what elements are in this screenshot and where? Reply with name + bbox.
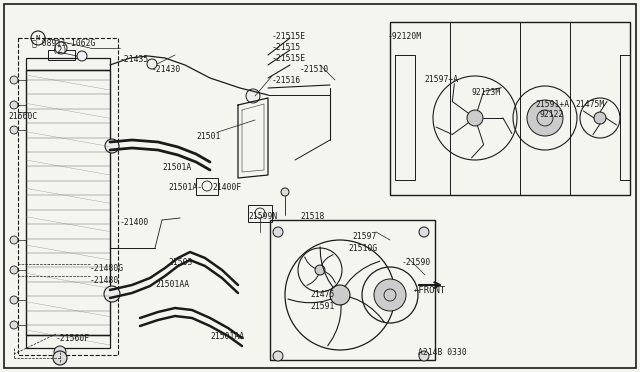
Bar xyxy=(48,50,75,60)
Circle shape xyxy=(10,321,18,329)
Circle shape xyxy=(594,112,606,124)
Circle shape xyxy=(10,126,18,134)
Circle shape xyxy=(104,286,120,302)
Text: -92120M: -92120M xyxy=(388,32,422,41)
Text: -21430: -21430 xyxy=(152,65,181,74)
Text: Ⓝ 08911-1062G: Ⓝ 08911-1062G xyxy=(32,38,95,47)
Text: 21597: 21597 xyxy=(352,232,376,241)
Text: 21501AA: 21501AA xyxy=(155,280,189,289)
Circle shape xyxy=(77,51,87,61)
Text: 21560C: 21560C xyxy=(8,112,37,121)
Bar xyxy=(26,58,110,70)
Circle shape xyxy=(273,351,283,361)
Bar xyxy=(196,178,218,195)
Text: 21591+A: 21591+A xyxy=(535,100,569,109)
Text: ←FRONT: ←FRONT xyxy=(414,286,446,295)
Text: 21599N: 21599N xyxy=(248,212,277,221)
Text: 21597+A: 21597+A xyxy=(424,75,458,84)
Text: 21501: 21501 xyxy=(196,132,220,141)
Text: -21510: -21510 xyxy=(300,65,329,74)
Text: (2): (2) xyxy=(38,46,67,55)
Text: -21590: -21590 xyxy=(402,258,431,267)
Text: 21518: 21518 xyxy=(300,212,324,221)
Circle shape xyxy=(315,265,325,275)
Circle shape xyxy=(147,59,157,69)
Text: -21435: -21435 xyxy=(120,55,149,64)
Bar xyxy=(390,22,630,195)
Bar xyxy=(248,205,272,222)
Circle shape xyxy=(467,110,483,126)
Text: -21480G: -21480G xyxy=(90,264,124,273)
Bar xyxy=(270,220,435,360)
Circle shape xyxy=(10,101,18,109)
Text: 92122: 92122 xyxy=(540,110,564,119)
Circle shape xyxy=(53,351,67,365)
Text: -21515E: -21515E xyxy=(272,32,306,41)
Circle shape xyxy=(374,279,406,311)
Text: 21400F: 21400F xyxy=(212,183,241,192)
Circle shape xyxy=(10,236,18,244)
Circle shape xyxy=(527,100,563,136)
Circle shape xyxy=(55,42,67,54)
Text: -21480: -21480 xyxy=(90,276,119,285)
Circle shape xyxy=(330,285,350,305)
Text: 21475: 21475 xyxy=(310,290,334,299)
Text: 21475M: 21475M xyxy=(575,100,604,109)
Text: -21560F: -21560F xyxy=(56,334,90,343)
Text: -21400: -21400 xyxy=(120,218,149,227)
Circle shape xyxy=(10,296,18,304)
Circle shape xyxy=(105,139,119,153)
Text: 21501A: 21501A xyxy=(162,163,191,172)
Text: -21516: -21516 xyxy=(272,76,301,85)
Text: -21515: -21515 xyxy=(272,43,301,52)
Circle shape xyxy=(246,89,260,103)
Text: 21510G: 21510G xyxy=(348,244,377,253)
Bar xyxy=(18,38,118,355)
Text: 21591: 21591 xyxy=(310,302,334,311)
Circle shape xyxy=(54,346,66,358)
Circle shape xyxy=(273,227,283,237)
Text: 92123M: 92123M xyxy=(472,88,501,97)
Text: 21503: 21503 xyxy=(168,258,193,267)
Circle shape xyxy=(419,227,429,237)
Bar xyxy=(26,70,110,335)
Text: 21501AA: 21501AA xyxy=(210,332,244,341)
Text: N: N xyxy=(36,35,40,41)
Text: A214B 0330: A214B 0330 xyxy=(418,348,467,357)
Circle shape xyxy=(10,266,18,274)
Text: 21501A-: 21501A- xyxy=(168,183,202,192)
Circle shape xyxy=(281,188,289,196)
Circle shape xyxy=(10,76,18,84)
Circle shape xyxy=(419,351,429,361)
Text: -21515E: -21515E xyxy=(272,54,306,63)
Bar xyxy=(26,335,110,348)
